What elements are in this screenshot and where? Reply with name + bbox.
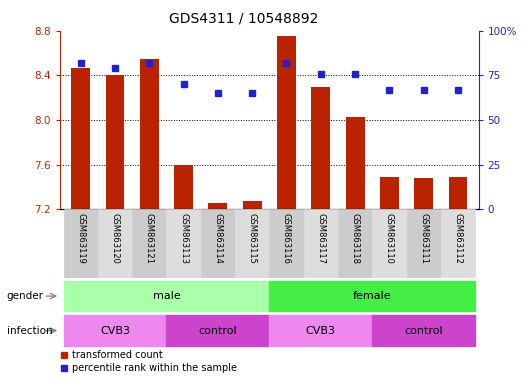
Bar: [64, 209, 98, 278]
Bar: [235, 209, 269, 278]
FancyBboxPatch shape: [64, 315, 166, 346]
Bar: [304, 209, 338, 278]
Bar: [132, 209, 166, 278]
Text: GSM863110: GSM863110: [385, 213, 394, 263]
Text: CVB3: CVB3: [306, 326, 336, 336]
Bar: [372, 209, 406, 278]
Text: GSM863120: GSM863120: [110, 213, 120, 263]
FancyBboxPatch shape: [372, 315, 475, 346]
FancyBboxPatch shape: [166, 315, 269, 346]
Bar: [269, 209, 304, 278]
Bar: [277, 36, 296, 209]
Bar: [346, 117, 365, 209]
Text: GDS4311 / 10548892: GDS4311 / 10548892: [168, 12, 318, 25]
Text: female: female: [353, 291, 392, 301]
Text: infection: infection: [7, 326, 52, 336]
Text: GSM863119: GSM863119: [76, 213, 85, 263]
Text: GSM863117: GSM863117: [316, 213, 325, 264]
Text: GSM863112: GSM863112: [453, 213, 462, 263]
Bar: [441, 209, 475, 278]
Bar: [140, 59, 159, 209]
Bar: [449, 177, 468, 209]
Bar: [209, 203, 228, 209]
Bar: [166, 209, 201, 278]
Bar: [311, 86, 330, 209]
Bar: [380, 177, 399, 209]
Text: control: control: [199, 326, 237, 336]
Text: GSM863111: GSM863111: [419, 213, 428, 263]
Text: GSM863118: GSM863118: [350, 213, 360, 264]
Bar: [338, 209, 372, 278]
Text: GSM863116: GSM863116: [282, 213, 291, 264]
Text: GSM863115: GSM863115: [248, 213, 257, 263]
Bar: [243, 202, 262, 209]
Legend: transformed count, percentile rank within the sample: transformed count, percentile rank withi…: [57, 346, 241, 377]
Bar: [71, 68, 90, 209]
Text: CVB3: CVB3: [100, 326, 130, 336]
Text: GSM863121: GSM863121: [145, 213, 154, 263]
Bar: [174, 165, 193, 209]
Bar: [106, 75, 124, 209]
FancyBboxPatch shape: [269, 315, 372, 346]
FancyBboxPatch shape: [269, 281, 475, 311]
Bar: [406, 209, 441, 278]
Text: control: control: [404, 326, 443, 336]
Bar: [414, 178, 433, 209]
Text: male: male: [153, 291, 180, 301]
Text: GSM863114: GSM863114: [213, 213, 222, 263]
Text: GSM863113: GSM863113: [179, 213, 188, 264]
FancyBboxPatch shape: [64, 281, 269, 311]
Bar: [201, 209, 235, 278]
Text: gender: gender: [7, 291, 44, 301]
Bar: [98, 209, 132, 278]
